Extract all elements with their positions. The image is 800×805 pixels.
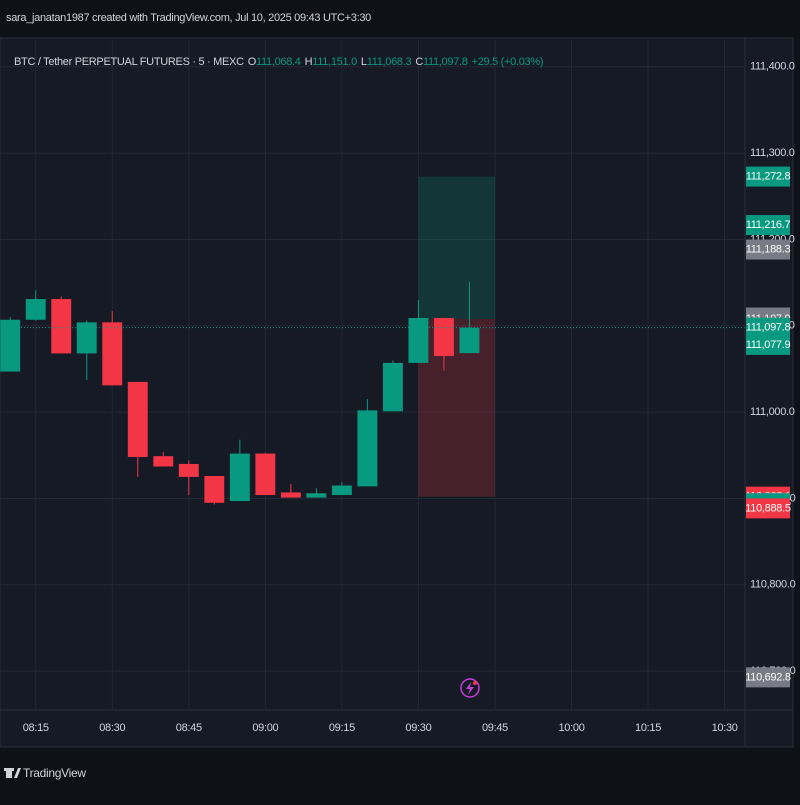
price-label-box xyxy=(746,498,790,519)
candle-body xyxy=(204,476,225,503)
candle-body xyxy=(0,319,21,372)
candle-body xyxy=(255,453,276,496)
price-label-box xyxy=(746,667,790,688)
candle-body xyxy=(331,485,352,496)
x-tick-label: 08:30 xyxy=(99,722,125,734)
candle-body xyxy=(229,453,250,502)
candle-body xyxy=(76,322,97,354)
price-label: 111,216.7 xyxy=(746,219,791,231)
price-label-box xyxy=(746,239,790,260)
ohlc-key: O xyxy=(248,56,257,68)
candle-body xyxy=(357,410,378,487)
alert-icon xyxy=(460,678,480,698)
ohlc-key: L xyxy=(361,56,367,68)
price-label: 110,888.5 xyxy=(745,502,791,514)
candle-body xyxy=(280,492,301,498)
candle-body xyxy=(382,362,403,412)
price-label: 111,272.8 xyxy=(746,170,791,182)
price-label-box xyxy=(746,166,790,187)
candle-body xyxy=(306,493,327,498)
x-tick-label: 10:00 xyxy=(558,722,584,734)
chart-area xyxy=(0,40,745,710)
ohlc-key: H xyxy=(305,56,313,68)
y-tick-label: 111,400.0 xyxy=(750,61,795,73)
candle-body xyxy=(51,299,72,354)
price-label-box xyxy=(746,334,790,355)
legend: BTC / Tether PERPETUAL FUTURES · 5 · MEX… xyxy=(14,56,543,68)
y-tick-label: 110,800.0 xyxy=(750,579,796,591)
credit: sara_janatan1987 created with TradingVie… xyxy=(6,12,371,24)
ohlc-value: 111,068.3 xyxy=(367,56,412,68)
y-tick-label: 111,000.0 xyxy=(750,406,795,418)
x-tick-label: 09:45 xyxy=(482,722,508,734)
price-label: 111,097.8 xyxy=(746,322,791,334)
x-tick-label: 08:45 xyxy=(176,722,202,734)
ohlc-value: 111,068.4 xyxy=(256,56,301,68)
candle-body xyxy=(25,299,46,320)
x-tick-label: 09:30 xyxy=(405,722,431,734)
ohlc-key: C xyxy=(415,56,423,68)
stop-zone xyxy=(418,318,495,497)
candle-body xyxy=(153,456,174,467)
candle-body xyxy=(127,381,148,458)
candle-body xyxy=(102,322,123,386)
target-zone xyxy=(418,176,495,319)
candle-body xyxy=(408,318,429,363)
candle-body xyxy=(178,463,199,477)
brand: TradingView xyxy=(23,766,86,780)
symbol: BTC / Tether PERPETUAL FUTURES · 5 · MEX… xyxy=(14,56,244,68)
alert-bolt xyxy=(466,682,474,695)
alert-dot xyxy=(473,681,477,685)
ohlc-value: 111,151.0 xyxy=(312,56,357,68)
x-tick-label: 10:30 xyxy=(712,722,738,734)
x-tick-label: 09:15 xyxy=(329,722,355,734)
x-tick-label: 08:15 xyxy=(23,722,49,734)
tv-logo xyxy=(4,768,21,778)
ohlc-value: 111,097.8 xyxy=(423,56,468,68)
candle-body xyxy=(433,318,454,357)
x-tick-label: 10:15 xyxy=(635,722,661,734)
y-tick-label: 111,300.0 xyxy=(750,147,795,159)
x-tick-label: 09:00 xyxy=(252,722,278,734)
candle-body xyxy=(459,327,480,354)
price-label: 110,692.8 xyxy=(745,671,791,683)
price-label: 111,188.3 xyxy=(746,243,791,255)
price-label: 111,077.9 xyxy=(746,339,791,351)
change: +29.5 (+0.03%) xyxy=(472,56,544,68)
price-label-box xyxy=(746,215,790,236)
